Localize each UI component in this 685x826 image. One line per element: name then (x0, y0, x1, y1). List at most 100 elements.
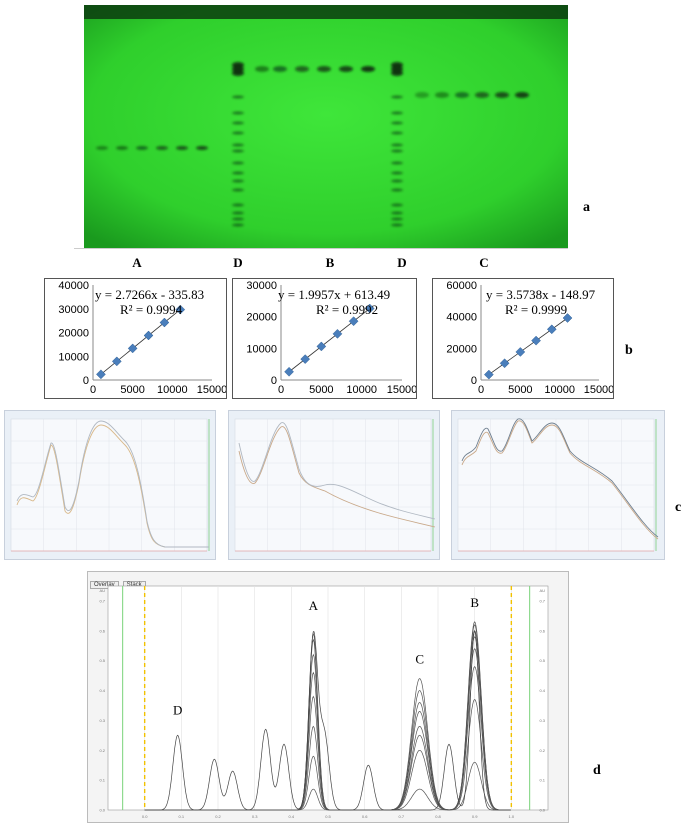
plate-background (84, 5, 568, 248)
sample-track (144, 629, 511, 811)
band-lane-b (273, 66, 287, 72)
spectrum-trace (238, 422, 436, 520)
data-point (562, 313, 573, 323)
band-lane-a (136, 146, 148, 150)
x-tick-label: 1.0 (509, 814, 515, 819)
x-tick-label: 0.5 (325, 814, 331, 819)
y-tick-label: 0.3 (99, 718, 105, 723)
x-tick-label: 0.3 (252, 814, 258, 819)
band-lane-a (116, 146, 128, 150)
spectrum-trace (461, 420, 659, 540)
x-tick-label: 0.0 (142, 814, 148, 819)
band-lane-a (156, 146, 168, 150)
band-lane-d2 (391, 223, 403, 227)
tab-overlay[interactable]: Overlay (90, 581, 119, 589)
band-lane-a (96, 146, 108, 150)
band-lane-d1 (232, 179, 244, 183)
x-tick-label: 0.4 (289, 814, 295, 819)
data-point (484, 369, 494, 380)
y-tick-label: 0.6 (99, 628, 105, 633)
band-lane-c (475, 92, 489, 98)
tlc-plate (84, 5, 568, 248)
band-lane-d1 (232, 149, 244, 153)
band-lane-d1 (232, 217, 244, 221)
y-tick-label: 40000 (446, 312, 477, 324)
spectrum-trace (461, 418, 659, 538)
band-lane-d1 (232, 121, 244, 125)
lane-label-d2: D (397, 255, 407, 270)
peak-label-b: B (470, 595, 479, 610)
x-tick-label: 0.2 (215, 814, 221, 819)
lane-label-d1: D (233, 255, 243, 270)
spectrum-trace (238, 426, 436, 528)
r-squared-c: R² = 0.9999 (505, 302, 568, 317)
uv-spectrum-panel-b (228, 410, 440, 560)
uv-spectrum-c (457, 418, 659, 552)
y-tick-label-right: 0.7 (539, 598, 545, 603)
band-lane-b (255, 66, 269, 72)
x-tick-label: 15000 (387, 384, 416, 396)
band-lane-d2 (391, 111, 403, 115)
spectrum-trace (16, 424, 209, 548)
data-point (332, 328, 343, 339)
y-axis-label: AU (99, 588, 105, 593)
band-lane-d2 (391, 211, 403, 215)
band-lane-b (339, 66, 353, 72)
y-tick-label: 0.2 (99, 748, 105, 753)
trendline (288, 308, 370, 373)
calibration-plot-a: 0 5000 10000 15000 0 10000 20000 30000 40000 (58, 280, 227, 396)
y-tick-label: 0 (271, 375, 277, 387)
x-tick-label: 5000 (508, 384, 532, 396)
y-tick-label: 20000 (246, 312, 277, 324)
band-lane-b (317, 66, 331, 72)
lane-label-b: B (325, 255, 335, 270)
band-lane-d2 (391, 95, 403, 99)
densitogram-window: Overlay Stack 0.0 0.1 0.2 0.3 0.4 0.5 0.6 0.7 0.… (87, 571, 569, 823)
band-lane-d1 (232, 143, 244, 147)
data-point (175, 304, 186, 315)
calibration-plot-c: 0 5000 10000 15000 0 20000 40000 60000 (446, 280, 614, 396)
x-tick-label: 0 (478, 384, 484, 396)
x-tick-label: 5000 (309, 384, 333, 396)
data-point (364, 303, 375, 314)
spectrum-trace (16, 420, 209, 548)
lane-label-c: C (479, 255, 489, 270)
band-lane-d1 (232, 188, 244, 192)
band-lane-d1 (232, 203, 244, 207)
band-lane-a (176, 146, 188, 150)
data-point (546, 324, 557, 335)
standard-track (144, 621, 511, 811)
band-lane-d2 (391, 171, 403, 175)
y-tick-label: 0 (471, 375, 477, 387)
y-tick-label-right: 0.0 (539, 808, 545, 813)
x-tick-label: 0.1 (179, 814, 185, 819)
data-point (499, 358, 510, 369)
x-tick-label: 0.8 (435, 814, 441, 819)
equation-c: y = 3.5738x - 148.97 (486, 287, 596, 302)
y-tick-label-right: 0.2 (539, 748, 545, 753)
calibration-chart-b: 0 5000 10000 15000 0 10000 20000 30000 y = 1.99… (232, 278, 417, 399)
trendline (100, 309, 181, 375)
band-lane-d1 (232, 131, 244, 135)
band-lane-b (361, 66, 375, 72)
y-tick-label-right: 0.4 (539, 688, 545, 693)
y-tick-label-right: 0.6 (539, 628, 545, 633)
tab-stack[interactable]: Stack (122, 581, 146, 589)
band-lane-d2 (391, 203, 403, 207)
trendline (488, 317, 568, 375)
y-tick-label: 0.5 (99, 658, 105, 663)
densitogram-tabs: Overlay Stack (90, 573, 146, 591)
data-point (316, 341, 327, 352)
band-lane-c (415, 92, 429, 98)
y-axis-label-right: AU (539, 588, 545, 593)
band-lane-d2 (391, 131, 403, 135)
densitogram-plot: 0.0 0.1 0.2 0.3 0.4 0.5 0.6 0.7 0.8 0.9 1.0 0.0 0.0 0… (99, 585, 549, 819)
band-lane-b (295, 66, 309, 72)
y-tick-label: 0 (83, 375, 89, 387)
equation-a: y = 2.7266x - 335.83 (95, 287, 205, 302)
x-tick-label: 15000 (584, 384, 613, 396)
data-point (111, 356, 122, 367)
band-lane-c (515, 92, 529, 98)
band-lane-d2 (391, 161, 403, 165)
band-lane-d2 (391, 188, 403, 192)
